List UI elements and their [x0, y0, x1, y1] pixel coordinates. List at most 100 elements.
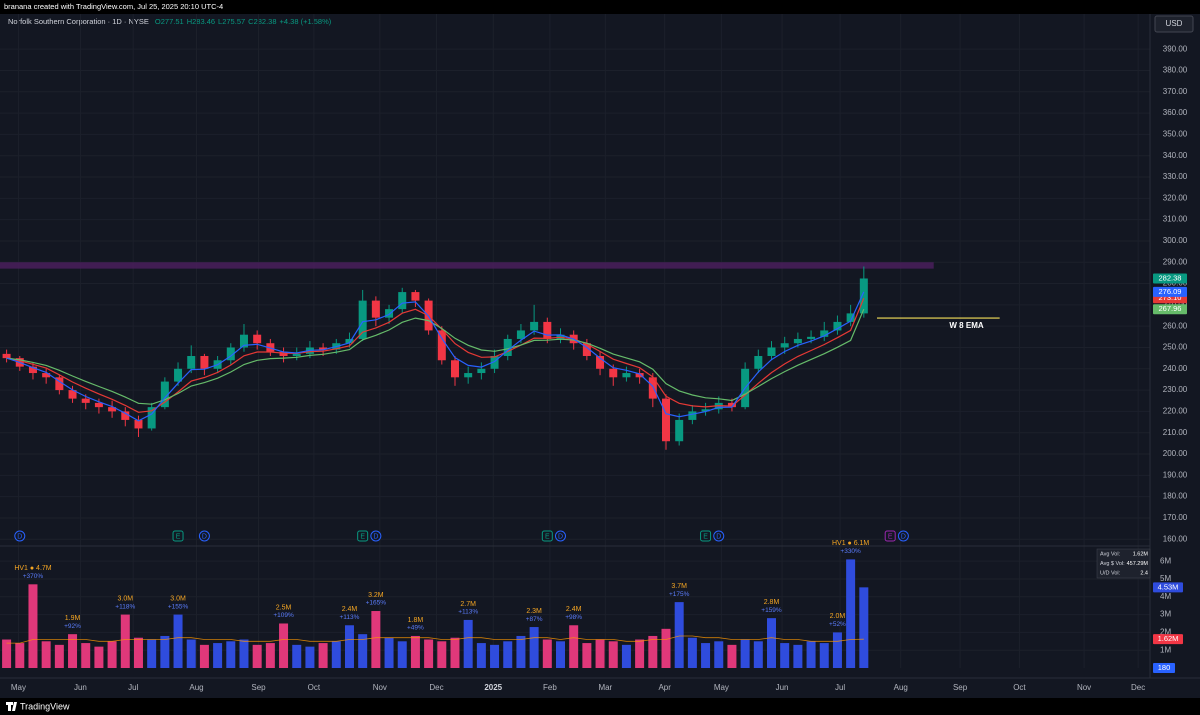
volume-tick-label: 4M — [1160, 592, 1171, 601]
volume-bar — [635, 639, 645, 668]
volume-tick-label: 6M — [1160, 556, 1171, 565]
x-tick-label: Oct — [1013, 683, 1026, 692]
volume-bar — [859, 587, 869, 668]
ma-price-badge-bg — [1153, 304, 1187, 315]
candle-body — [661, 398, 670, 442]
volume-bar — [305, 646, 315, 668]
candle-body — [437, 330, 446, 361]
stats-value: 2.4 — [1140, 570, 1148, 576]
x-tick-label: Aug — [894, 683, 908, 692]
candle-body — [160, 381, 169, 408]
candle-body — [411, 292, 420, 301]
x-tick-label: Apr — [658, 683, 671, 692]
event-label: D — [716, 533, 721, 540]
volume-label: 2.5M — [276, 604, 292, 611]
candle-body — [108, 407, 117, 412]
y-tick-label: 390.00 — [1163, 44, 1188, 53]
earnings-marker — [700, 530, 712, 542]
volume-ma-line — [6, 635, 864, 644]
volume-ma-badge-bg — [1153, 634, 1183, 645]
volume-bar — [608, 641, 618, 668]
volume-bar — [147, 639, 157, 668]
candle-body — [319, 347, 328, 350]
volume-bar — [450, 637, 460, 668]
candle-body — [345, 338, 354, 344]
volume-bar — [503, 641, 513, 668]
volume-bar — [819, 643, 829, 668]
volume-bar — [252, 644, 262, 668]
candle-body — [582, 343, 591, 357]
volume-bar — [410, 635, 420, 668]
volume-bar — [846, 559, 856, 668]
candle-body — [134, 419, 143, 429]
volume-bar — [727, 644, 737, 668]
currency-label: USD — [1166, 19, 1183, 28]
volume-bar — [740, 639, 750, 668]
volume-bar — [437, 641, 447, 668]
volume-change: +113% — [458, 609, 478, 616]
legend-title: Norfolk Southern Corporation · 1D · NYSE — [8, 17, 149, 26]
volume-bar — [397, 641, 407, 668]
dividend-marker — [554, 530, 566, 542]
y-tick-label: 200.00 — [1163, 449, 1188, 458]
y-tick-label: 160.00 — [1163, 534, 1188, 543]
volume-bar — [371, 611, 381, 668]
volume-change: +159% — [761, 607, 782, 614]
volume-bar — [213, 643, 223, 668]
volume-label: 3.0M — [170, 595, 186, 602]
volume-bar — [780, 643, 790, 668]
candle-body — [239, 334, 248, 348]
footer-bar — [0, 698, 1200, 715]
volume-change: +165% — [366, 600, 387, 607]
level-label: W 8 EMA — [949, 321, 983, 330]
earnings-marker — [541, 530, 553, 542]
y-tick-label: 190.00 — [1163, 470, 1188, 479]
volume-bar — [793, 644, 803, 668]
volume-bar — [15, 643, 25, 668]
candle-body — [767, 347, 776, 357]
volume-bar — [490, 644, 500, 668]
volume-bar — [384, 637, 394, 668]
candle-body — [450, 360, 459, 378]
earnings-marker — [357, 530, 369, 542]
volume-bar — [239, 639, 249, 668]
volume-tick-label: 2M — [1160, 628, 1171, 637]
moving-average-line — [6, 298, 865, 413]
volume-bar — [529, 627, 539, 668]
ma-price-badge: 267.96 — [1159, 304, 1182, 313]
volume-bar — [28, 584, 38, 668]
volume-change: +52% — [829, 621, 846, 628]
candle-body — [253, 334, 262, 344]
candle-body — [846, 313, 855, 322]
volume-change: +155% — [168, 603, 189, 610]
volume-bar — [292, 644, 302, 668]
x-tick-label: Jun — [74, 683, 87, 692]
header-bar — [0, 0, 1200, 14]
y-tick-label: 180.00 — [1163, 492, 1188, 501]
event-label: E — [703, 533, 708, 540]
y-tick-label: 230.00 — [1163, 385, 1188, 394]
volume-bar — [832, 632, 842, 668]
volume-change: +118% — [115, 603, 135, 610]
y-tick-label: 220.00 — [1163, 407, 1188, 416]
candle-body — [622, 373, 631, 378]
volume-bar — [806, 641, 816, 668]
candle-body — [675, 419, 684, 442]
candle-body — [464, 373, 473, 378]
volume-bar — [687, 637, 697, 668]
volume-bar — [133, 637, 143, 668]
volume-change: +175% — [669, 591, 690, 598]
x-tick-label: Sep — [251, 683, 266, 692]
x-tick-label: Jul — [128, 683, 138, 692]
close-price-badge-bg — [1153, 273, 1187, 284]
currency-button[interactable] — [1154, 15, 1194, 33]
candle-body — [477, 368, 486, 374]
dividend-marker — [713, 530, 725, 542]
x-tick-label: Sep — [953, 683, 968, 692]
candle-body — [609, 368, 618, 378]
volume-tick-label: 3M — [1160, 610, 1171, 619]
x-tick-label: Aug — [189, 683, 203, 692]
y-tick-label: 330.00 — [1163, 172, 1188, 181]
candle-body — [398, 292, 407, 310]
